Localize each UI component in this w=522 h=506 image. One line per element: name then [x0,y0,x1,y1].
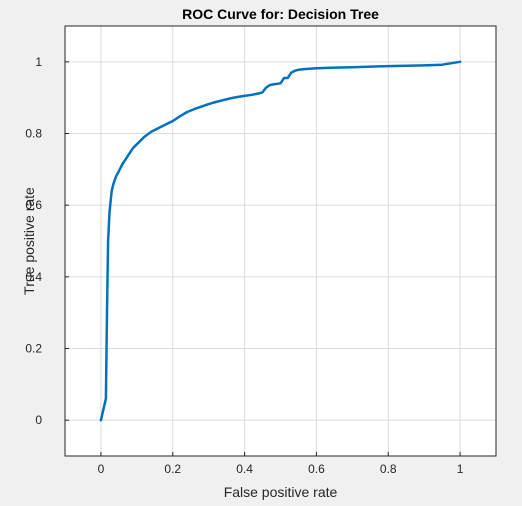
axis-ticks: 0 0.2 0.4 0.6 0.8 1 0 0.2 0.4 0.6 0.8 1 [25,55,463,476]
x-tick-label: 0.2 [164,462,181,476]
plot-area [65,26,496,456]
x-tick-label: 0 [98,462,105,476]
x-tick-label: 0.6 [308,462,325,476]
y-tick-label: 0.6 [25,198,42,212]
axes-box [64,25,497,457]
x-axis-label: False positive rate [224,484,338,500]
y-tick-label: 0.4 [25,270,42,284]
y-axis-label: True positive rate [21,187,37,295]
x-tick-label: 1 [457,462,464,476]
y-tick-label: 0.2 [25,342,42,356]
x-tick-label: 0.4 [236,462,253,476]
series-layer [99,60,462,422]
grid [65,26,496,456]
roc-curve-line [99,60,462,422]
x-tick-label: 0.8 [380,462,397,476]
y-tick-label: 0 [35,413,42,427]
y-tick-label: 1 [35,55,42,69]
y-tick-label: 0.8 [25,127,42,141]
chart-title: ROC Curve for: Decision Tree [182,6,379,22]
